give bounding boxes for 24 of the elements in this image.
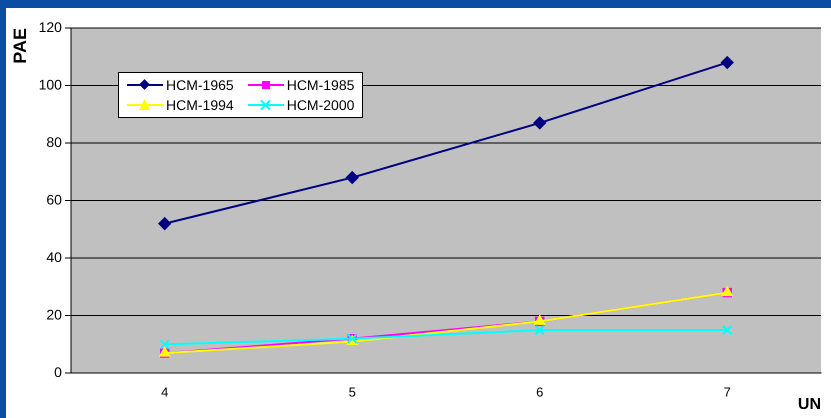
y-tick-label: 120	[38, 18, 62, 35]
x-tick-label: 6	[536, 384, 544, 400]
y-tick-label: 80	[46, 134, 62, 150]
y-tick-label: 60	[46, 191, 62, 208]
point	[158, 217, 172, 230]
legend-label: HCM-1994	[166, 97, 234, 113]
legend-label: HCM-2000	[286, 97, 354, 113]
legend-label: HCM-1965	[166, 77, 234, 93]
point	[346, 171, 359, 184]
y-tick-label: 100	[38, 76, 62, 92]
y-tick-label: 40	[46, 248, 62, 265]
point	[722, 324, 732, 336]
x-tick-label: 5	[348, 384, 356, 400]
x-tick-label: 4	[161, 384, 168, 400]
y-tick-label: 20	[46, 306, 62, 323]
point	[720, 56, 734, 70]
x-axis-title: UN	[798, 396, 821, 413]
legend-label: HCM-1985	[286, 77, 354, 93]
y-axis-title: PAE	[10, 28, 30, 64]
point	[533, 116, 546, 130]
point	[534, 324, 545, 336]
y-tick-label: 0	[54, 364, 62, 380]
x-tick-label: 7	[724, 384, 731, 400]
point	[159, 339, 170, 350]
